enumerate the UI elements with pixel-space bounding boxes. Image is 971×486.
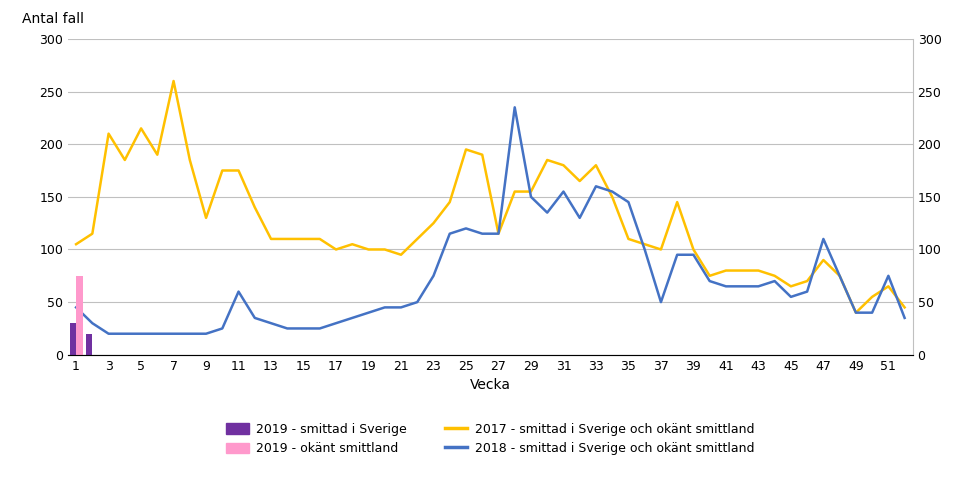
Legend: 2019 - smittad i Sverige, 2019 - okänt smittland, 2017 - smittad i Sverige och o: 2019 - smittad i Sverige, 2019 - okänt s…: [221, 418, 759, 460]
Bar: [85, 334, 92, 355]
Bar: [76, 276, 83, 355]
Bar: [70, 323, 76, 355]
Text: Antal fall: Antal fall: [21, 12, 84, 26]
X-axis label: Vecka: Vecka: [470, 378, 511, 392]
